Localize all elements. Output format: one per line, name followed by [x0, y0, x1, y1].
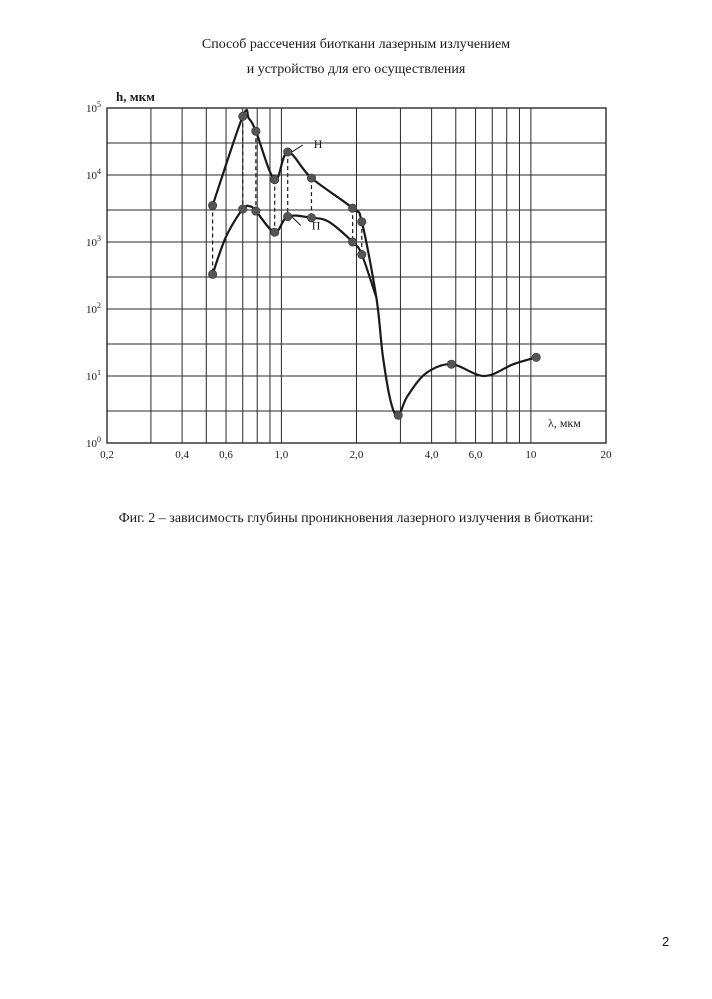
x-tick-label: 0,4: [175, 449, 189, 461]
x-tick-label: 0,6: [219, 449, 233, 461]
x-tick-label: 1,0: [275, 449, 289, 461]
data-point-p: [252, 207, 260, 215]
chart-grid: [107, 108, 606, 443]
data-point-n: [239, 112, 247, 120]
series-label-n: Н: [314, 137, 323, 151]
series-label-p: П: [312, 219, 321, 233]
data-point-p: [532, 353, 540, 361]
x-axis-label: λ, мкм: [548, 416, 581, 430]
data-point-p: [270, 228, 278, 236]
data-point-p: [348, 238, 356, 246]
data-point-p: [284, 212, 292, 220]
figure-caption: Фиг. 2 – зависимость глубины проникновен…: [0, 510, 712, 528]
y-tick-label: 100: [86, 435, 101, 450]
page-number: 2: [662, 934, 682, 949]
x-tick-label: 10: [525, 449, 537, 461]
x-tick-label: 4,0: [425, 449, 439, 461]
y-tick-label: 103: [86, 234, 101, 249]
data-point-n: [284, 148, 292, 156]
data-point-p: [447, 360, 455, 368]
y-tick-label: 101: [86, 368, 101, 383]
data-points: [208, 112, 540, 419]
x-tick-label: 20: [601, 449, 613, 461]
data-point-n: [358, 218, 366, 226]
y-axis-label: h, мкм: [116, 89, 155, 104]
y-tick-label: 102: [86, 301, 101, 316]
data-point-p: [208, 270, 216, 278]
annotation-leader: [292, 217, 301, 226]
data-point-n: [307, 174, 315, 182]
x-tick-label: 2,0: [350, 449, 364, 461]
x-tick-label: 0,2: [100, 449, 114, 461]
y-tick-label: 105: [86, 100, 101, 115]
series-line-n: [213, 110, 537, 416]
axis-labels: Н П 0,2 0,4 0,6 1,0 2,0 4,0 6,0 10 20 100 101 102 103 1…: [86, 89, 612, 461]
data-point-p: [358, 250, 366, 258]
data-point-p: [394, 411, 402, 419]
annotation-leader: [292, 145, 303, 152]
data-point-p: [239, 205, 247, 213]
data-point-n: [270, 176, 278, 184]
data-point-n: [348, 204, 356, 212]
y-tick-label: 104: [86, 167, 101, 182]
data-point-n: [208, 201, 216, 209]
series-curves: [213, 110, 537, 416]
data-point-n: [252, 127, 260, 135]
x-tick-label: 6,0: [469, 449, 483, 461]
